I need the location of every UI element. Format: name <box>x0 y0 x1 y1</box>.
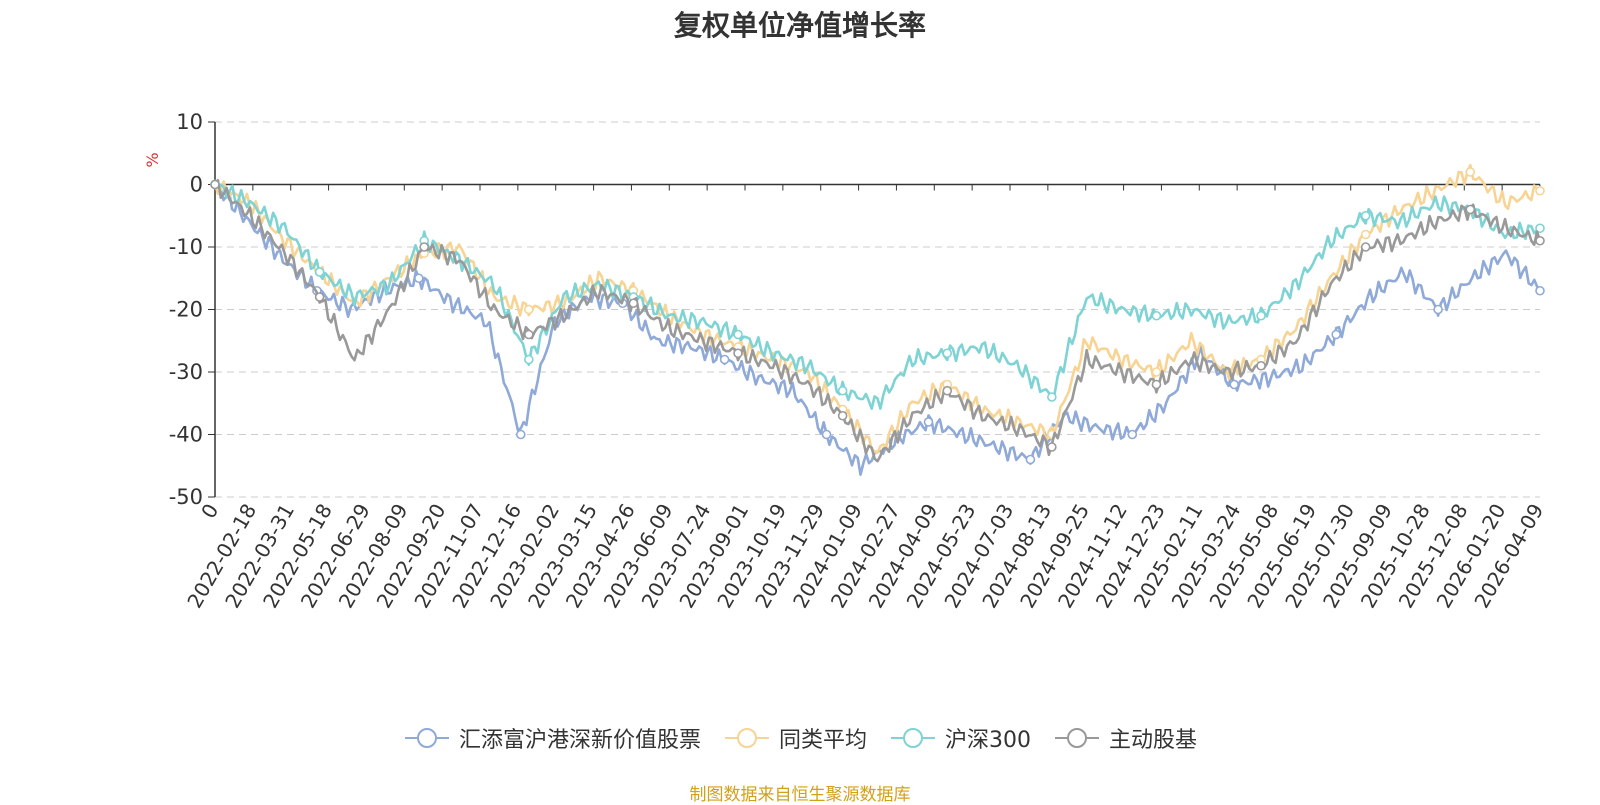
series-line <box>213 178 1542 463</box>
series-point <box>1151 379 1162 390</box>
series-point <box>1229 379 1240 390</box>
series-point <box>628 298 639 309</box>
series-point <box>1535 285 1545 296</box>
y-tick-label: -10 <box>169 235 203 259</box>
series-point <box>1025 454 1036 465</box>
legend-label: 汇添富沪港深新价值股票 <box>458 728 701 753</box>
series-point <box>942 348 953 359</box>
legend-marker-icon <box>891 728 935 748</box>
series-point <box>524 354 534 365</box>
series-point <box>923 417 934 427</box>
y-tick-label: 10 <box>176 110 203 134</box>
series-point <box>942 385 953 396</box>
series-line <box>214 183 1542 476</box>
series-point <box>1465 167 1476 177</box>
series-layer <box>210 163 1545 476</box>
legend-marker-icon <box>404 728 449 748</box>
legend-item[interactable]: 主动股基 <box>1053 722 1197 754</box>
series-point <box>1256 360 1266 371</box>
series-point <box>733 329 743 340</box>
series-point <box>821 429 832 440</box>
series-point <box>1151 367 1162 377</box>
series-point <box>1047 442 1057 452</box>
series-point <box>719 354 730 365</box>
series-point <box>1433 304 1443 315</box>
series-point <box>1047 392 1057 402</box>
legend: 汇添富沪港深新价值股票 同类平均 沪深300 主动股基 <box>0 722 1600 754</box>
legend-marker-icon <box>724 728 769 748</box>
series-point <box>837 410 848 421</box>
y-tick-label: -20 <box>169 298 203 322</box>
legend-marker-icon <box>1055 728 1099 748</box>
series-point <box>210 179 220 190</box>
series-point <box>733 348 743 359</box>
series-point <box>1535 223 1545 234</box>
series-point <box>1535 185 1545 196</box>
series-point <box>1151 310 1162 321</box>
grid-layer <box>215 121 1540 498</box>
legend-label: 沪深300 <box>945 728 1031 753</box>
legend-item[interactable]: 沪深300 <box>889 722 1031 754</box>
y-tick-label: 0 <box>190 173 203 197</box>
legend-item[interactable]: 汇添富沪港深新价值股票 <box>403 722 701 754</box>
legend-label: 同类平均 <box>778 728 867 753</box>
y-tick-label: -50 <box>169 485 203 509</box>
series-point <box>1360 229 1371 240</box>
y-axis-label: % <box>143 152 162 167</box>
series-point <box>314 267 325 277</box>
y-tick-label: -40 <box>169 423 203 447</box>
chart-area: 100-10-20-30-40-5002022-02-182022-03-312… <box>143 110 1549 612</box>
series-point <box>1360 242 1371 252</box>
series-point <box>1465 204 1476 215</box>
series-line <box>214 183 1541 410</box>
x-tick-label: 0 <box>196 500 223 523</box>
source-note: 制图数据来自恒生聚源数据库 <box>689 785 911 805</box>
series-point <box>1535 235 1545 246</box>
series-point <box>314 292 325 302</box>
series-point <box>1360 210 1371 221</box>
chart-title: 复权单位净值增长率 <box>673 9 926 42</box>
series-point <box>1127 429 1138 440</box>
y-tick-label: -30 <box>169 360 203 384</box>
legend-item[interactable]: 同类平均 <box>723 722 867 754</box>
series-point <box>524 304 534 315</box>
series-point <box>1256 310 1266 321</box>
axis-layer: 100-10-20-30-40-5002022-02-182022-03-312… <box>169 110 1549 612</box>
series-point <box>1331 329 1341 340</box>
series-point <box>515 429 526 440</box>
series-point <box>524 329 534 340</box>
legend-label: 主动股基 <box>1109 728 1198 753</box>
series-point <box>837 385 848 396</box>
series-point <box>419 242 430 252</box>
series-point <box>414 273 424 284</box>
series-line <box>213 163 1541 455</box>
